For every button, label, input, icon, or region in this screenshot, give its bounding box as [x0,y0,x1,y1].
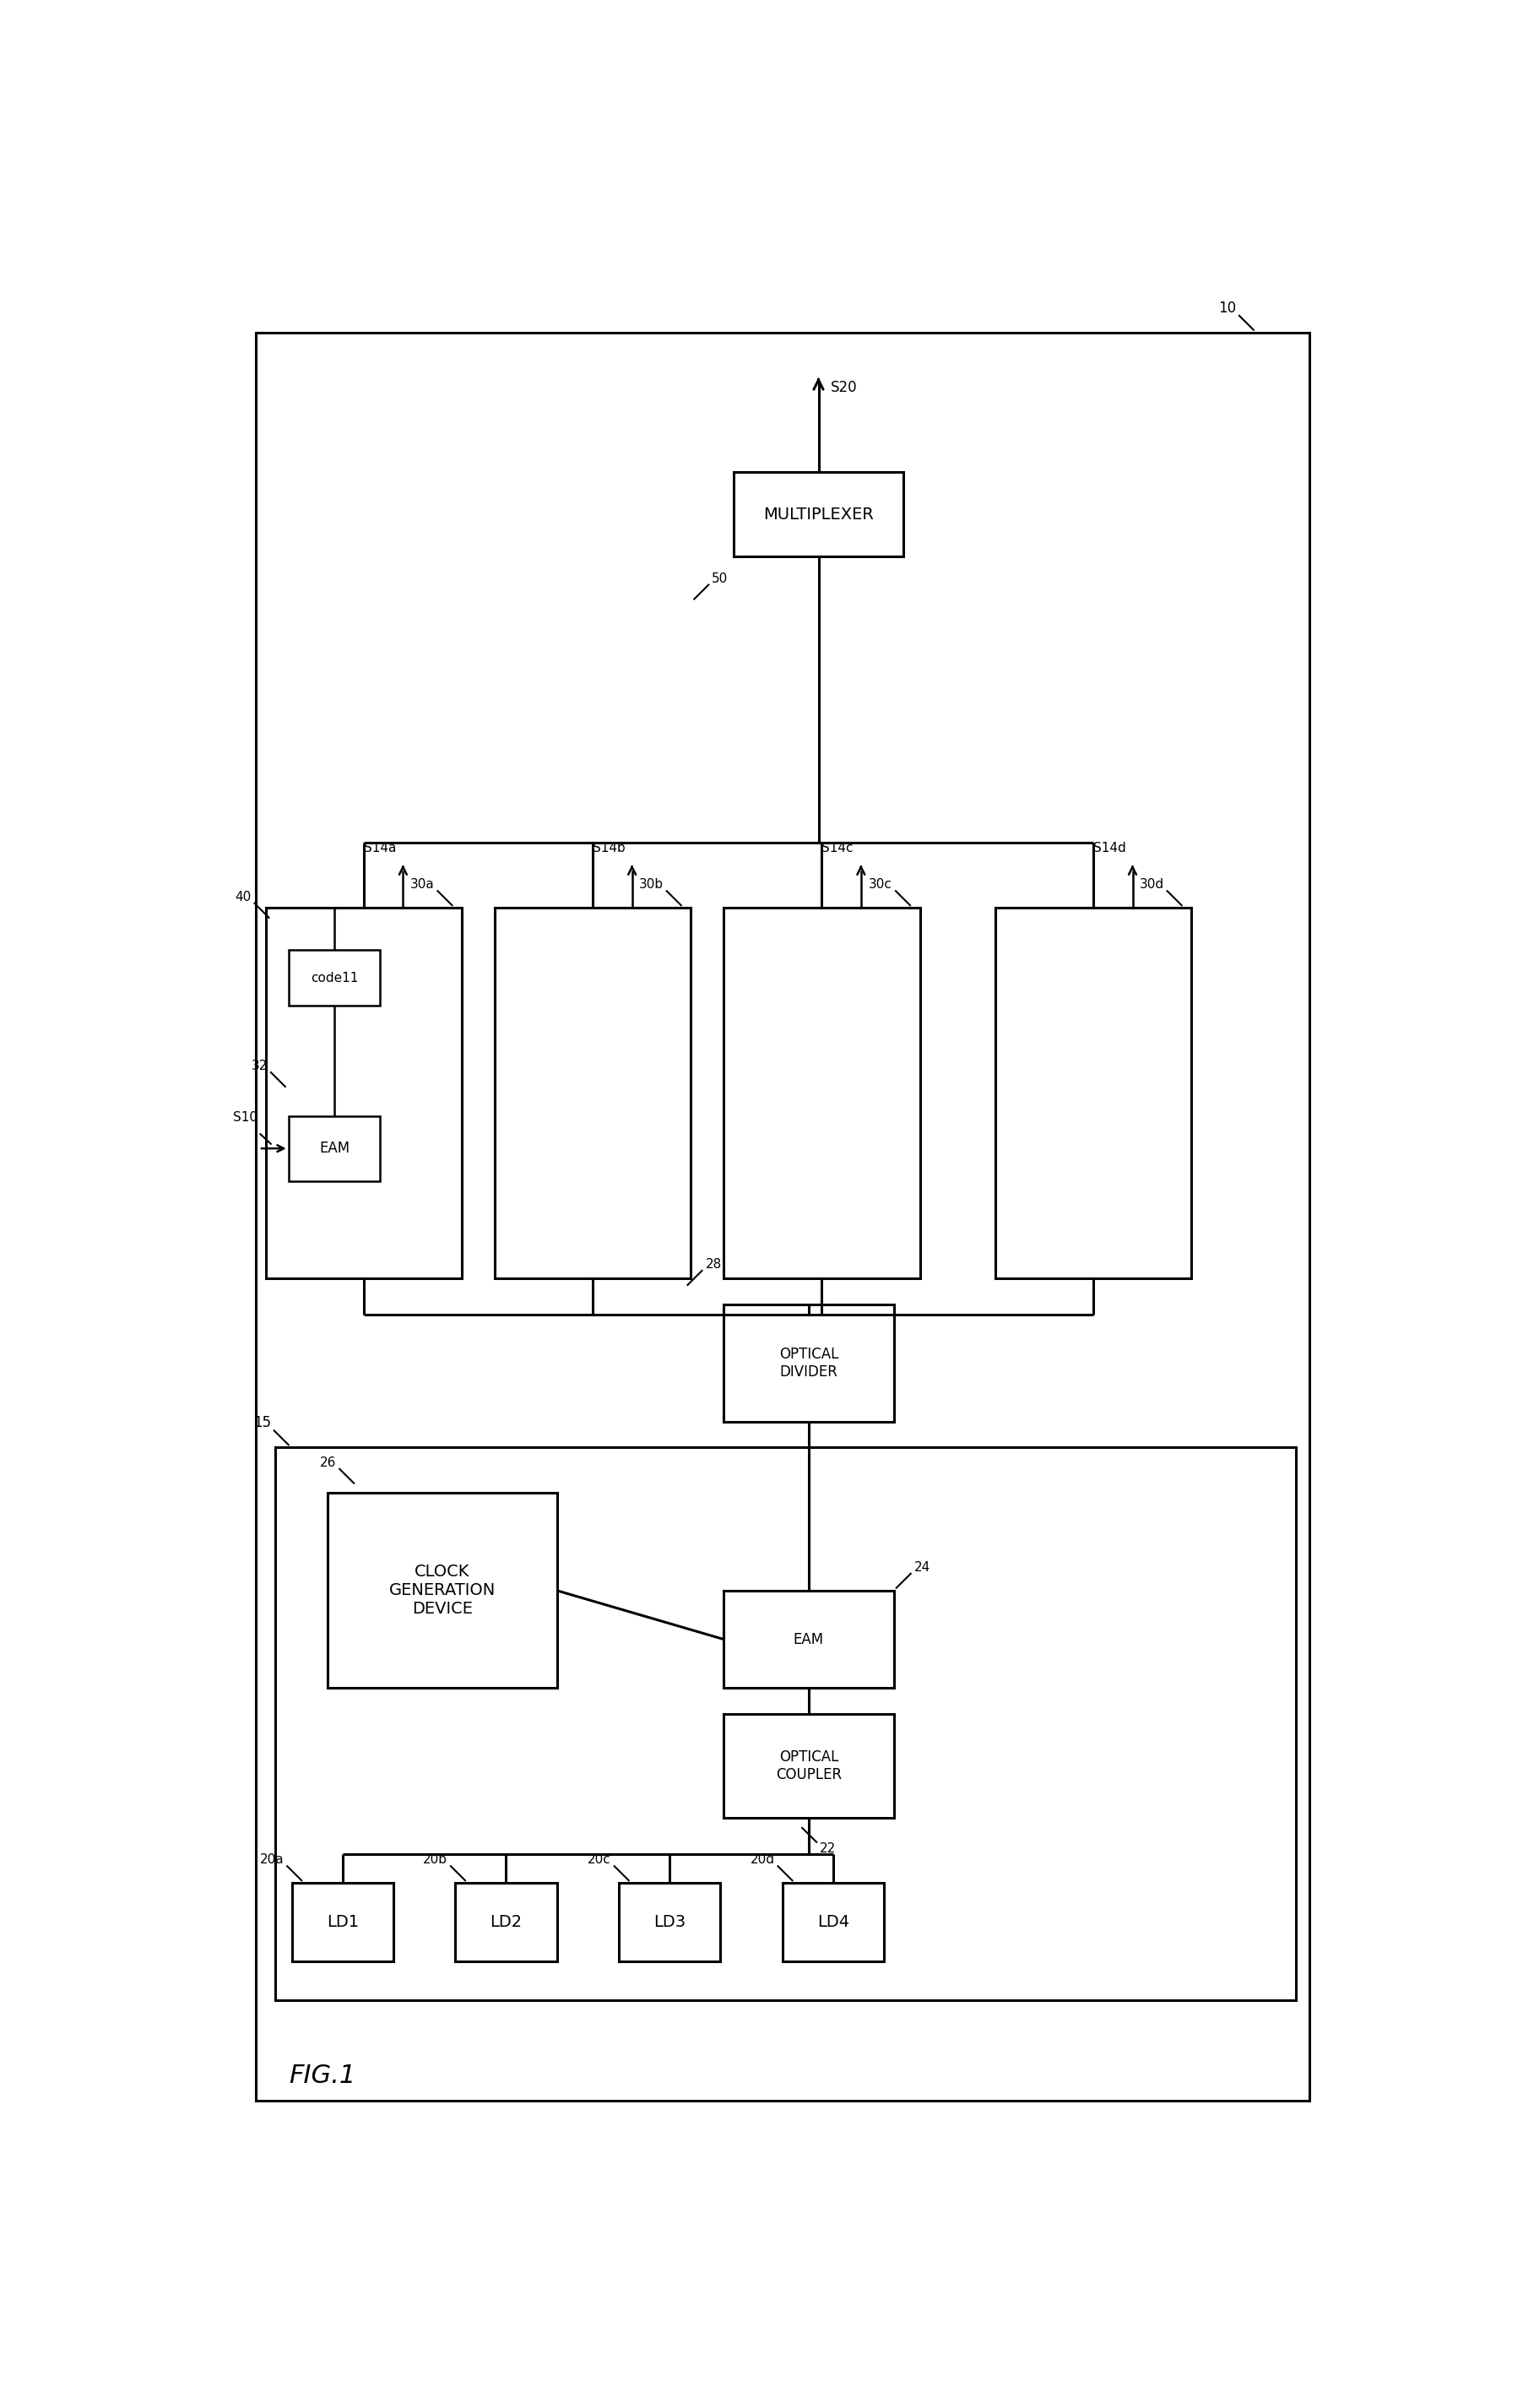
Bar [455,1883,557,1960]
Bar [327,1493,557,1688]
Text: MULTIPLEXER: MULTIPLEXER [763,506,874,523]
Text: S14b: S14b [592,843,626,855]
Text: LD3: LD3 [653,1914,685,1931]
Text: 20b: 20b [423,1854,448,1866]
Text: OPTICAL
DIVIDER: OPTICAL DIVIDER [778,1346,838,1380]
Text: S14c: S14c [822,843,853,855]
Text: FIG.1: FIG.1 [288,2064,355,2088]
Text: EAM: EAM [318,1141,350,1156]
Text: 50: 50 [711,573,728,585]
Text: S14a: S14a [364,843,396,855]
Text: 20d: 20d [751,1854,775,1866]
Text: 32: 32 [251,1060,268,1072]
Text: 10: 10 [1218,301,1237,315]
Text: S20: S20 [830,380,857,395]
Bar [723,1714,894,1818]
Text: code11: code11 [311,970,358,985]
Text: 20a: 20a [260,1854,283,1866]
Bar [995,908,1191,1279]
Text: 40: 40 [235,891,251,903]
Bar [276,1447,1296,2001]
Bar [734,472,903,556]
Text: 22: 22 [819,1842,836,1854]
Bar [256,332,1310,2100]
Bar [723,908,920,1279]
Text: S10: S10 [233,1110,257,1125]
Bar [292,1883,393,1960]
Bar [288,951,381,1007]
Bar [495,908,691,1279]
Text: 30c: 30c [870,879,892,891]
Bar [783,1883,883,1960]
Text: LD2: LD2 [490,1914,522,1931]
Text: 26: 26 [320,1457,337,1469]
Text: EAM: EAM [793,1633,824,1647]
Text: 30b: 30b [638,879,664,891]
Text: LD4: LD4 [818,1914,850,1931]
Bar [265,908,461,1279]
Text: CLOCK
GENERATION
DEVICE: CLOCK GENERATION DEVICE [388,1563,495,1618]
Text: 20c: 20c [588,1854,611,1866]
Text: S14d: S14d [1094,843,1125,855]
Bar [723,1592,894,1688]
Text: 15: 15 [253,1416,271,1430]
Text: OPTICAL
COUPLER: OPTICAL COUPLER [775,1751,842,1782]
Bar [618,1883,720,1960]
Bar [288,1115,381,1180]
Text: 28: 28 [705,1257,722,1271]
Text: 30a: 30a [410,879,434,891]
Text: 30d: 30d [1139,879,1164,891]
Text: LD1: LD1 [326,1914,358,1931]
Text: 24: 24 [914,1560,931,1572]
Bar [723,1305,894,1421]
